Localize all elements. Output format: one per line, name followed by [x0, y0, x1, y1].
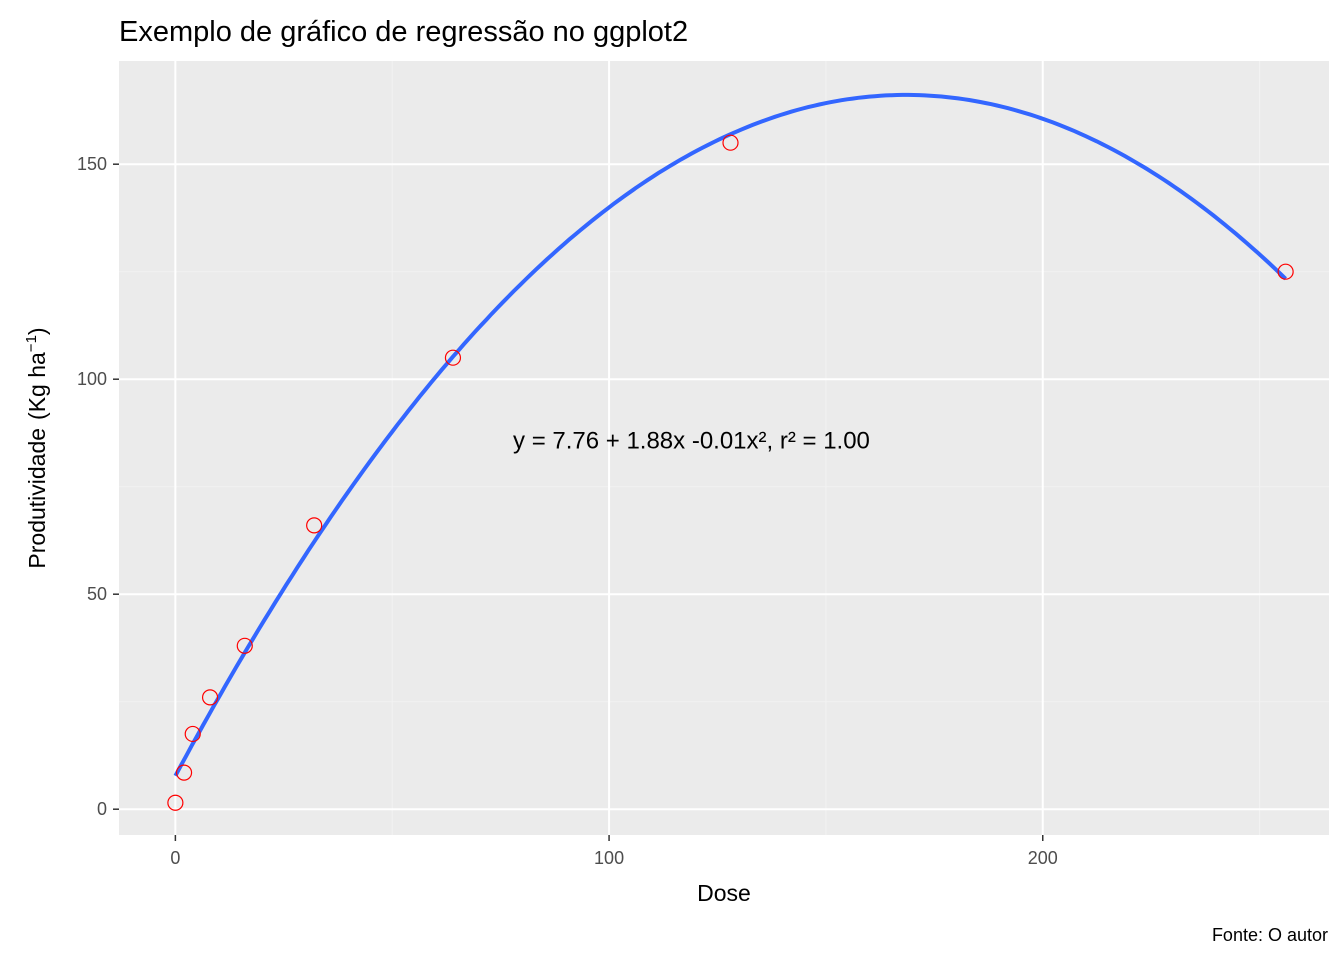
- plot-panel: [119, 61, 1329, 835]
- y-axis-title-unit: (Kg ha: [24, 352, 50, 420]
- y-tick-label: 150: [77, 154, 107, 174]
- x-axis-ticks: 0 100 200: [170, 835, 1058, 868]
- y-tick-label: 100: [77, 369, 107, 389]
- y-axis-title-main: Produtividade: [24, 428, 50, 569]
- data-points: [167, 134, 1294, 811]
- data-point: [201, 689, 219, 706]
- x-tick-label: 200: [1028, 848, 1058, 868]
- regression-equation: y = 7.76 + 1.88x -0.01x², r² = 1.00: [513, 427, 870, 454]
- data-point: [175, 764, 193, 781]
- y-axis-ticks: 0 50 100 150: [77, 154, 119, 819]
- x-tick-label: 0: [170, 848, 180, 868]
- major-gridlines: [119, 61, 1329, 835]
- y-axis-title: Produtividade (Kg ha−1): [23, 327, 50, 568]
- data-point: [1277, 263, 1294, 280]
- y-tick-label: 0: [97, 799, 107, 819]
- data-point: [306, 517, 323, 534]
- data-point: [184, 725, 201, 743]
- y-axis-title-close: ): [24, 327, 50, 335]
- x-axis-title: Dose: [697, 880, 751, 906]
- data-point: [444, 349, 462, 366]
- y-axis-title-exponent: −1: [23, 335, 40, 352]
- regression-curve: [173, 92, 1287, 777]
- x-tick-label: 100: [594, 848, 624, 868]
- data-point: [236, 637, 253, 654]
- data-point: [722, 134, 739, 151]
- y-tick-label: 50: [87, 584, 107, 604]
- chart-title: Exemplo de gráfico de regressão no ggplo…: [119, 16, 688, 48]
- minor-gridlines: [119, 61, 1329, 835]
- chart-caption: Fonte: O autor: [1212, 925, 1328, 945]
- data-point: [167, 794, 184, 811]
